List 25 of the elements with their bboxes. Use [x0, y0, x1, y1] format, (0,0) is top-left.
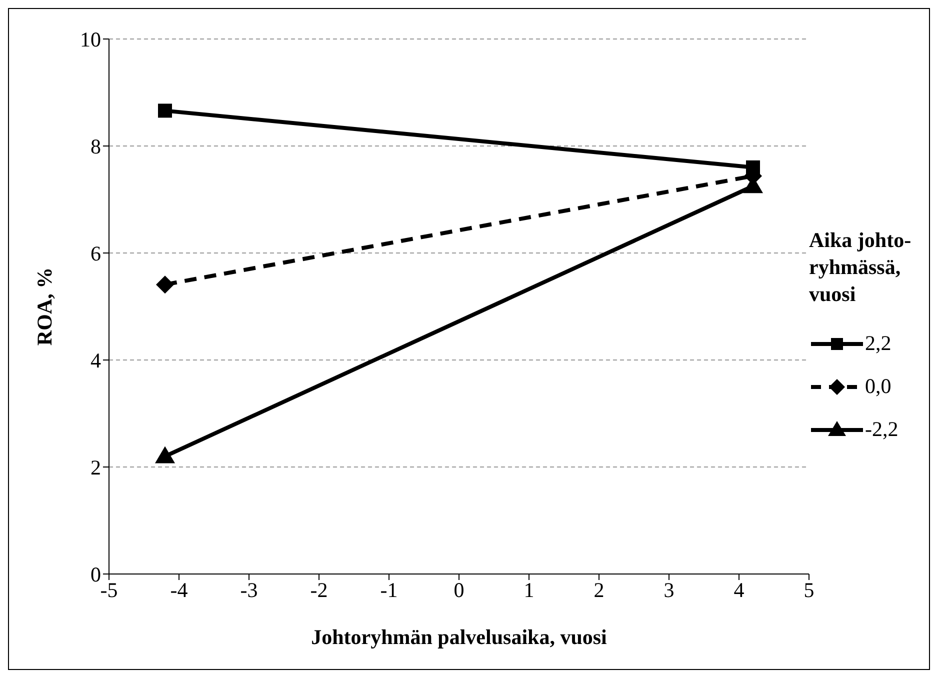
y-axis-title: ROA, %	[32, 267, 56, 346]
x-tick-label: 4	[734, 578, 745, 602]
x-tick-label: -1	[380, 578, 398, 602]
x-tick-label: 1	[524, 578, 534, 602]
point	[158, 104, 172, 118]
x-tick-label: 5	[804, 578, 814, 602]
legend-label: 2,2	[865, 331, 892, 356]
x-tick-label: 3	[664, 578, 674, 602]
y-tick-label: 4	[90, 348, 102, 372]
legend-label: 0,0	[865, 374, 892, 399]
legend-title: Aika johto-ryhmässä, vuosi	[809, 227, 912, 308]
x-tick-label: -5	[100, 578, 118, 602]
legend-label: -2,2	[865, 417, 898, 442]
point	[156, 276, 174, 294]
y-tick-label: 8	[90, 134, 101, 158]
x-tick-label: -4	[170, 578, 188, 602]
x-tick-label: -3	[240, 578, 258, 602]
x-axis-title: Johtoryhmän palvelusaika, vuosi	[311, 625, 608, 649]
y-tick-label: 10	[80, 27, 101, 52]
y-tick-label: 2	[90, 455, 101, 480]
y-tick-label: 0	[90, 562, 101, 586]
x-tick-label: 2	[594, 578, 604, 602]
x-tick-label: -2	[310, 578, 328, 602]
y-tick-label: 6	[90, 241, 101, 266]
x-tick-label: 0	[454, 578, 464, 602]
